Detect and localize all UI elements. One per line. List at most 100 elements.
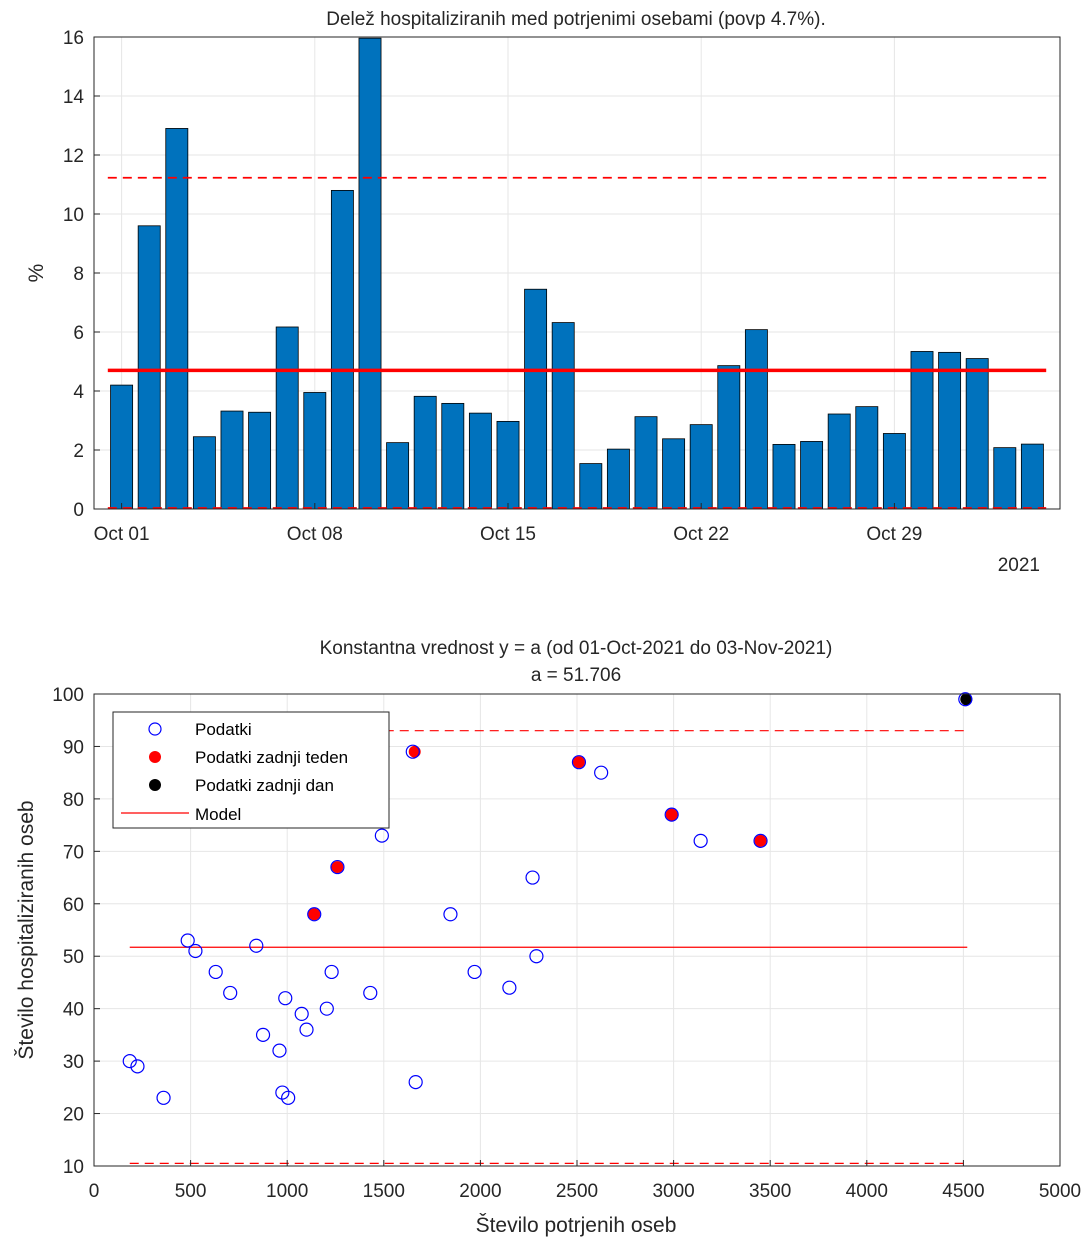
x-tick-label: 2500: [556, 1181, 598, 1202]
y-tick-label: 16: [63, 28, 84, 49]
bar: [248, 411, 272, 510]
bar-chart: Delež hospitaliziranih med potrjenimi os…: [25, 9, 1061, 576]
point-data: [405, 744, 420, 759]
x-tick-label: 3000: [652, 1181, 694, 1202]
scatter-chart-subtitle: a = 51.706: [531, 665, 621, 686]
y-tick-label: 12: [63, 146, 84, 167]
bar: [165, 128, 189, 510]
legend-label-last-week: Podatki zadnji teden: [195, 748, 348, 767]
y-tick-label: 50: [63, 947, 84, 968]
y-tick-label: 30: [63, 1052, 84, 1073]
y-tick-label: 4: [73, 382, 84, 403]
point-data: [299, 1022, 314, 1037]
bar: [827, 413, 851, 510]
y-tick-label: 40: [63, 1000, 84, 1021]
point-last-day: [960, 693, 973, 706]
y-tick-label: 14: [63, 87, 85, 108]
point-data: [753, 833, 768, 848]
point-data: [223, 985, 238, 1001]
x-tick-label: 3500: [749, 1181, 791, 1202]
y-tick-label: 10: [63, 205, 84, 226]
bar: [993, 447, 1017, 510]
point-data: [408, 1074, 423, 1090]
y-tick-label: 20: [63, 1105, 84, 1126]
scatter-chart-x-ticks: 0 500 1000 1500 2000 2500 3000 3500 4000 4500 5000: [89, 1160, 1081, 1202]
bar: [634, 416, 658, 510]
bar: [579, 463, 603, 510]
x-tick-label: 4000: [846, 1181, 888, 1202]
legend-box: [112, 711, 390, 829]
point-data: [249, 938, 264, 953]
x-tick-label: Oct 29: [866, 524, 922, 545]
x-tick-label: 0: [89, 1181, 100, 1202]
point-data: [156, 1090, 171, 1105]
bar: [882, 433, 906, 510]
y-tick-label: 6: [73, 323, 84, 344]
point-data: [180, 933, 195, 948]
scatter-chart-x-axis-label: Število potrjenih oseb: [476, 1214, 677, 1237]
point-data: [281, 1090, 296, 1105]
x-tick-label: Oct 08: [287, 524, 343, 545]
bar: [192, 436, 216, 510]
y-tick-label: 100: [52, 685, 84, 706]
x-tick-label: 2000: [459, 1181, 501, 1202]
scatter-chart-y-ticks: 10 20 30 40 50 60 70 80 90 100: [52, 685, 100, 1178]
point-data: [130, 1059, 145, 1074]
y-tick-label: 70: [63, 842, 84, 863]
bar: [441, 402, 465, 510]
x-tick-label: Oct 22: [673, 524, 729, 545]
scatter-chart-legend: Podatki Podatki zadnji teden Podatki zad…: [112, 711, 390, 829]
y-tick-label: 8: [73, 264, 84, 285]
y-tick-label: 80: [63, 790, 84, 811]
point-last-week: [331, 861, 344, 874]
bar: [220, 410, 244, 510]
bar-chart-y-axis-label: %: [25, 264, 48, 283]
bar-chart-bars: [110, 37, 1044, 510]
point-last-week: [408, 745, 421, 758]
legend-marker-last-week: [149, 751, 161, 763]
point-data: [363, 985, 378, 1001]
bar: [137, 225, 161, 510]
bar: [689, 424, 713, 510]
point-data: [319, 1001, 334, 1016]
bar: [800, 441, 824, 510]
x-tick-label: 1500: [363, 1181, 405, 1202]
point-last-week: [754, 834, 767, 847]
point-data: [693, 833, 708, 848]
legend-marker-last-day: [149, 779, 161, 791]
bar: [717, 365, 741, 510]
point-last-week: [665, 808, 678, 821]
bar-chart-title: Delež hospitaliziranih med potrjenimi os…: [326, 9, 826, 30]
bar-chart-reference-lines: [107, 176, 1047, 509]
x-tick-label: 1000: [266, 1181, 308, 1202]
point-data: [324, 964, 339, 980]
bar: [606, 448, 630, 510]
bar: [275, 326, 299, 510]
bar: [744, 329, 768, 510]
bar: [496, 420, 520, 510]
point-data: [272, 1043, 287, 1058]
legend-label-last-day: Podatki zadnji dan: [195, 776, 334, 795]
bar: [303, 392, 327, 510]
point-last-week: [572, 756, 585, 769]
y-tick-label: 0: [73, 500, 84, 521]
scatter-chart: Konstantna vrednost y = a (od 01-Oct-202…: [15, 638, 1081, 1237]
bar: [551, 322, 575, 510]
bar: [965, 358, 989, 510]
bar: [910, 351, 934, 510]
point-data: [525, 870, 540, 885]
y-tick-label: 90: [63, 737, 84, 758]
bar: [468, 412, 492, 510]
point-data: [958, 692, 973, 707]
legend-marker-data: [148, 722, 162, 736]
bar-chart-y-ticks: 0 2 4 6 8 10 12 14 16: [63, 28, 100, 521]
point-data: [594, 765, 609, 780]
point-data: [307, 907, 322, 922]
bar: [358, 37, 382, 510]
bar-chart-x-ticks: Oct 01 Oct 08 Oct 15 Oct 22 Oct 29: [94, 503, 922, 545]
x-tick-label: Oct 15: [480, 524, 536, 545]
point-data: [529, 949, 544, 964]
x-tick-label: 5000: [1039, 1181, 1081, 1202]
bar: [386, 442, 410, 510]
